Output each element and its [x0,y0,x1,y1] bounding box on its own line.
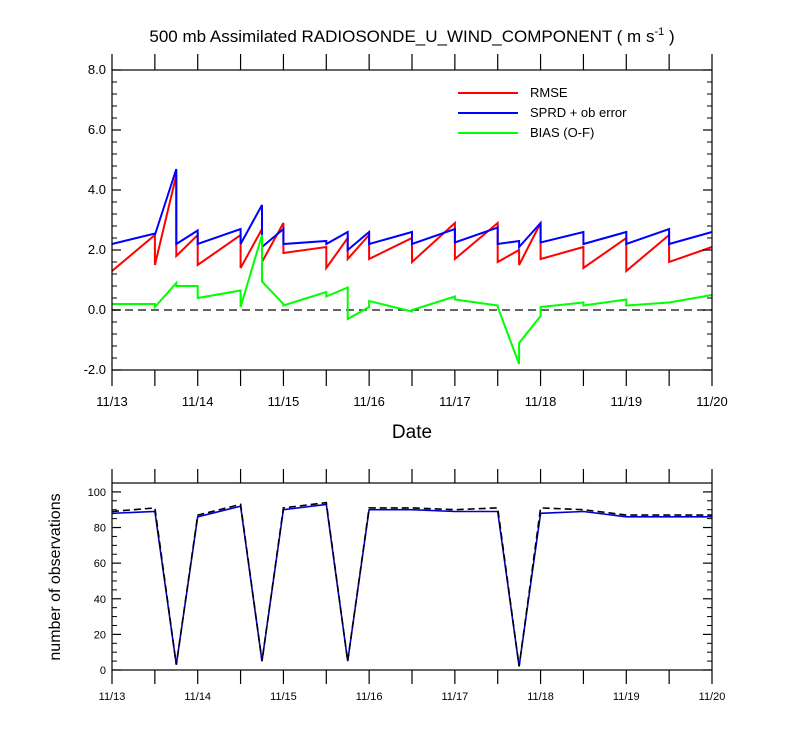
y-tick-label: 2.0 [88,242,106,257]
y-tick-label: 100 [88,487,106,499]
x-tick-label: 11/20 [699,691,726,703]
x-tick-label: 11/18 [525,394,557,409]
y-tick-label: 4.0 [88,182,106,197]
x-tick-label: 11/16 [353,394,385,409]
y-tick-label: 40 [94,594,106,606]
x-tick-label: 11/15 [268,394,300,409]
x-tick-label: 11/18 [527,691,554,703]
legend-label-rmse: RMSE [530,85,568,100]
series-line-rmse [111,174,713,274]
y-tick-label: 60 [94,558,106,570]
top-axis-ticks: -2.0 0.0 2.0 4.0 6.0 8.0 11/13 11/14 11/15 11/16 1… [84,54,728,409]
top-series-group [111,168,713,365]
series-line-obs-used [111,503,712,667]
x-tick-label: 11/14 [184,691,211,703]
bottom-axis-ticks: 0 20 40 60 80 100 11/13 11/14 11/15 11/16 11/17 11/… [88,469,726,703]
y-tick-label: 20 [94,629,106,641]
top-plot: -2.0 0.0 2.0 4.0 6.0 8.0 11/13 11/14 11/15 11/16 1… [84,54,728,443]
x-tick-label: 11/14 [182,394,214,409]
legend-label-sprd: SPRD + ob error [530,105,627,120]
legend-label-bias: BIAS (O-F) [530,125,594,140]
y-tick-label: 80 [94,523,106,535]
title-main: 500 mb Assimilated RADIOSONDE_U_WIND_COM… [149,27,654,46]
x-tick-label: 11/19 [613,691,640,703]
x-tick-label: 11/13 [96,394,128,409]
series-line-bias-o-f [112,234,713,365]
x-tick-label: 11/20 [696,394,728,409]
bottom-plot: 0 20 40 60 80 100 11/13 11/14 11/15 11/16 11/17 11/… [47,469,725,703]
legend: RMSE SPRD + ob error BIAS (O-F) [458,85,627,140]
x-tick-label: 11/15 [270,691,297,703]
series-line-sprd-ob-error [111,168,713,253]
bottom-plot-frame [111,482,713,671]
x-tick-label: 11/19 [610,394,642,409]
series-line-obs-possible [111,501,712,667]
title-end: ) [664,27,674,46]
y-tick-label: 0 [100,665,106,677]
x-tick-label: 11/13 [99,691,126,703]
x-axis-title: Date [392,422,432,443]
y-tick-label: 6.0 [88,122,106,137]
chart-title: 500 mb Assimilated RADIOSONDE_U_WIND_COM… [149,26,674,46]
y-tick-label: 0.0 [88,302,106,317]
y-axis-title-observations: number of observations [47,493,64,660]
title-superscript: -1 [654,26,664,38]
y-tick-label: 8.0 [88,62,106,77]
y-tick-label: -2.0 [84,362,106,377]
x-tick-label: 11/16 [356,691,383,703]
x-tick-label: 11/17 [441,691,468,703]
bottom-series-group [111,501,712,667]
x-tick-label: 11/17 [439,394,471,409]
